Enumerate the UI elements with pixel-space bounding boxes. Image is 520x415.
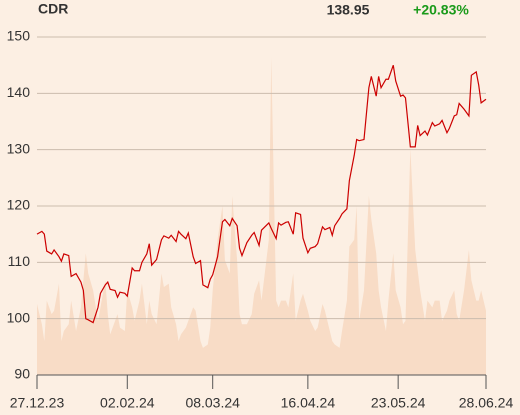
y-tick-label: 140 [7,84,31,100]
x-tick-label: 23.05.24 [371,395,426,411]
price-line [36,64,487,324]
y-tick-label: 130 [7,140,31,156]
y-tick-label: 150 [7,28,31,44]
x-tick-label: 08.03.24 [185,395,240,411]
y-tick-label: 90 [14,366,30,382]
last-price: 138.95 [327,2,370,18]
x-tick-label: 28.06.24 [459,395,514,411]
volume-area [37,57,486,375]
y-tick-label: 110 [8,253,31,269]
price-change: +20.83% [413,2,469,18]
y-tick-label: 120 [7,197,31,213]
x-tick-label: 27.12.23 [10,395,65,411]
y-tick-label: 100 [7,309,31,325]
x-tick-label: 16.04.24 [281,395,336,411]
x-tick-label: 02.02.24 [100,395,155,411]
chart-title: CDR [38,1,68,17]
